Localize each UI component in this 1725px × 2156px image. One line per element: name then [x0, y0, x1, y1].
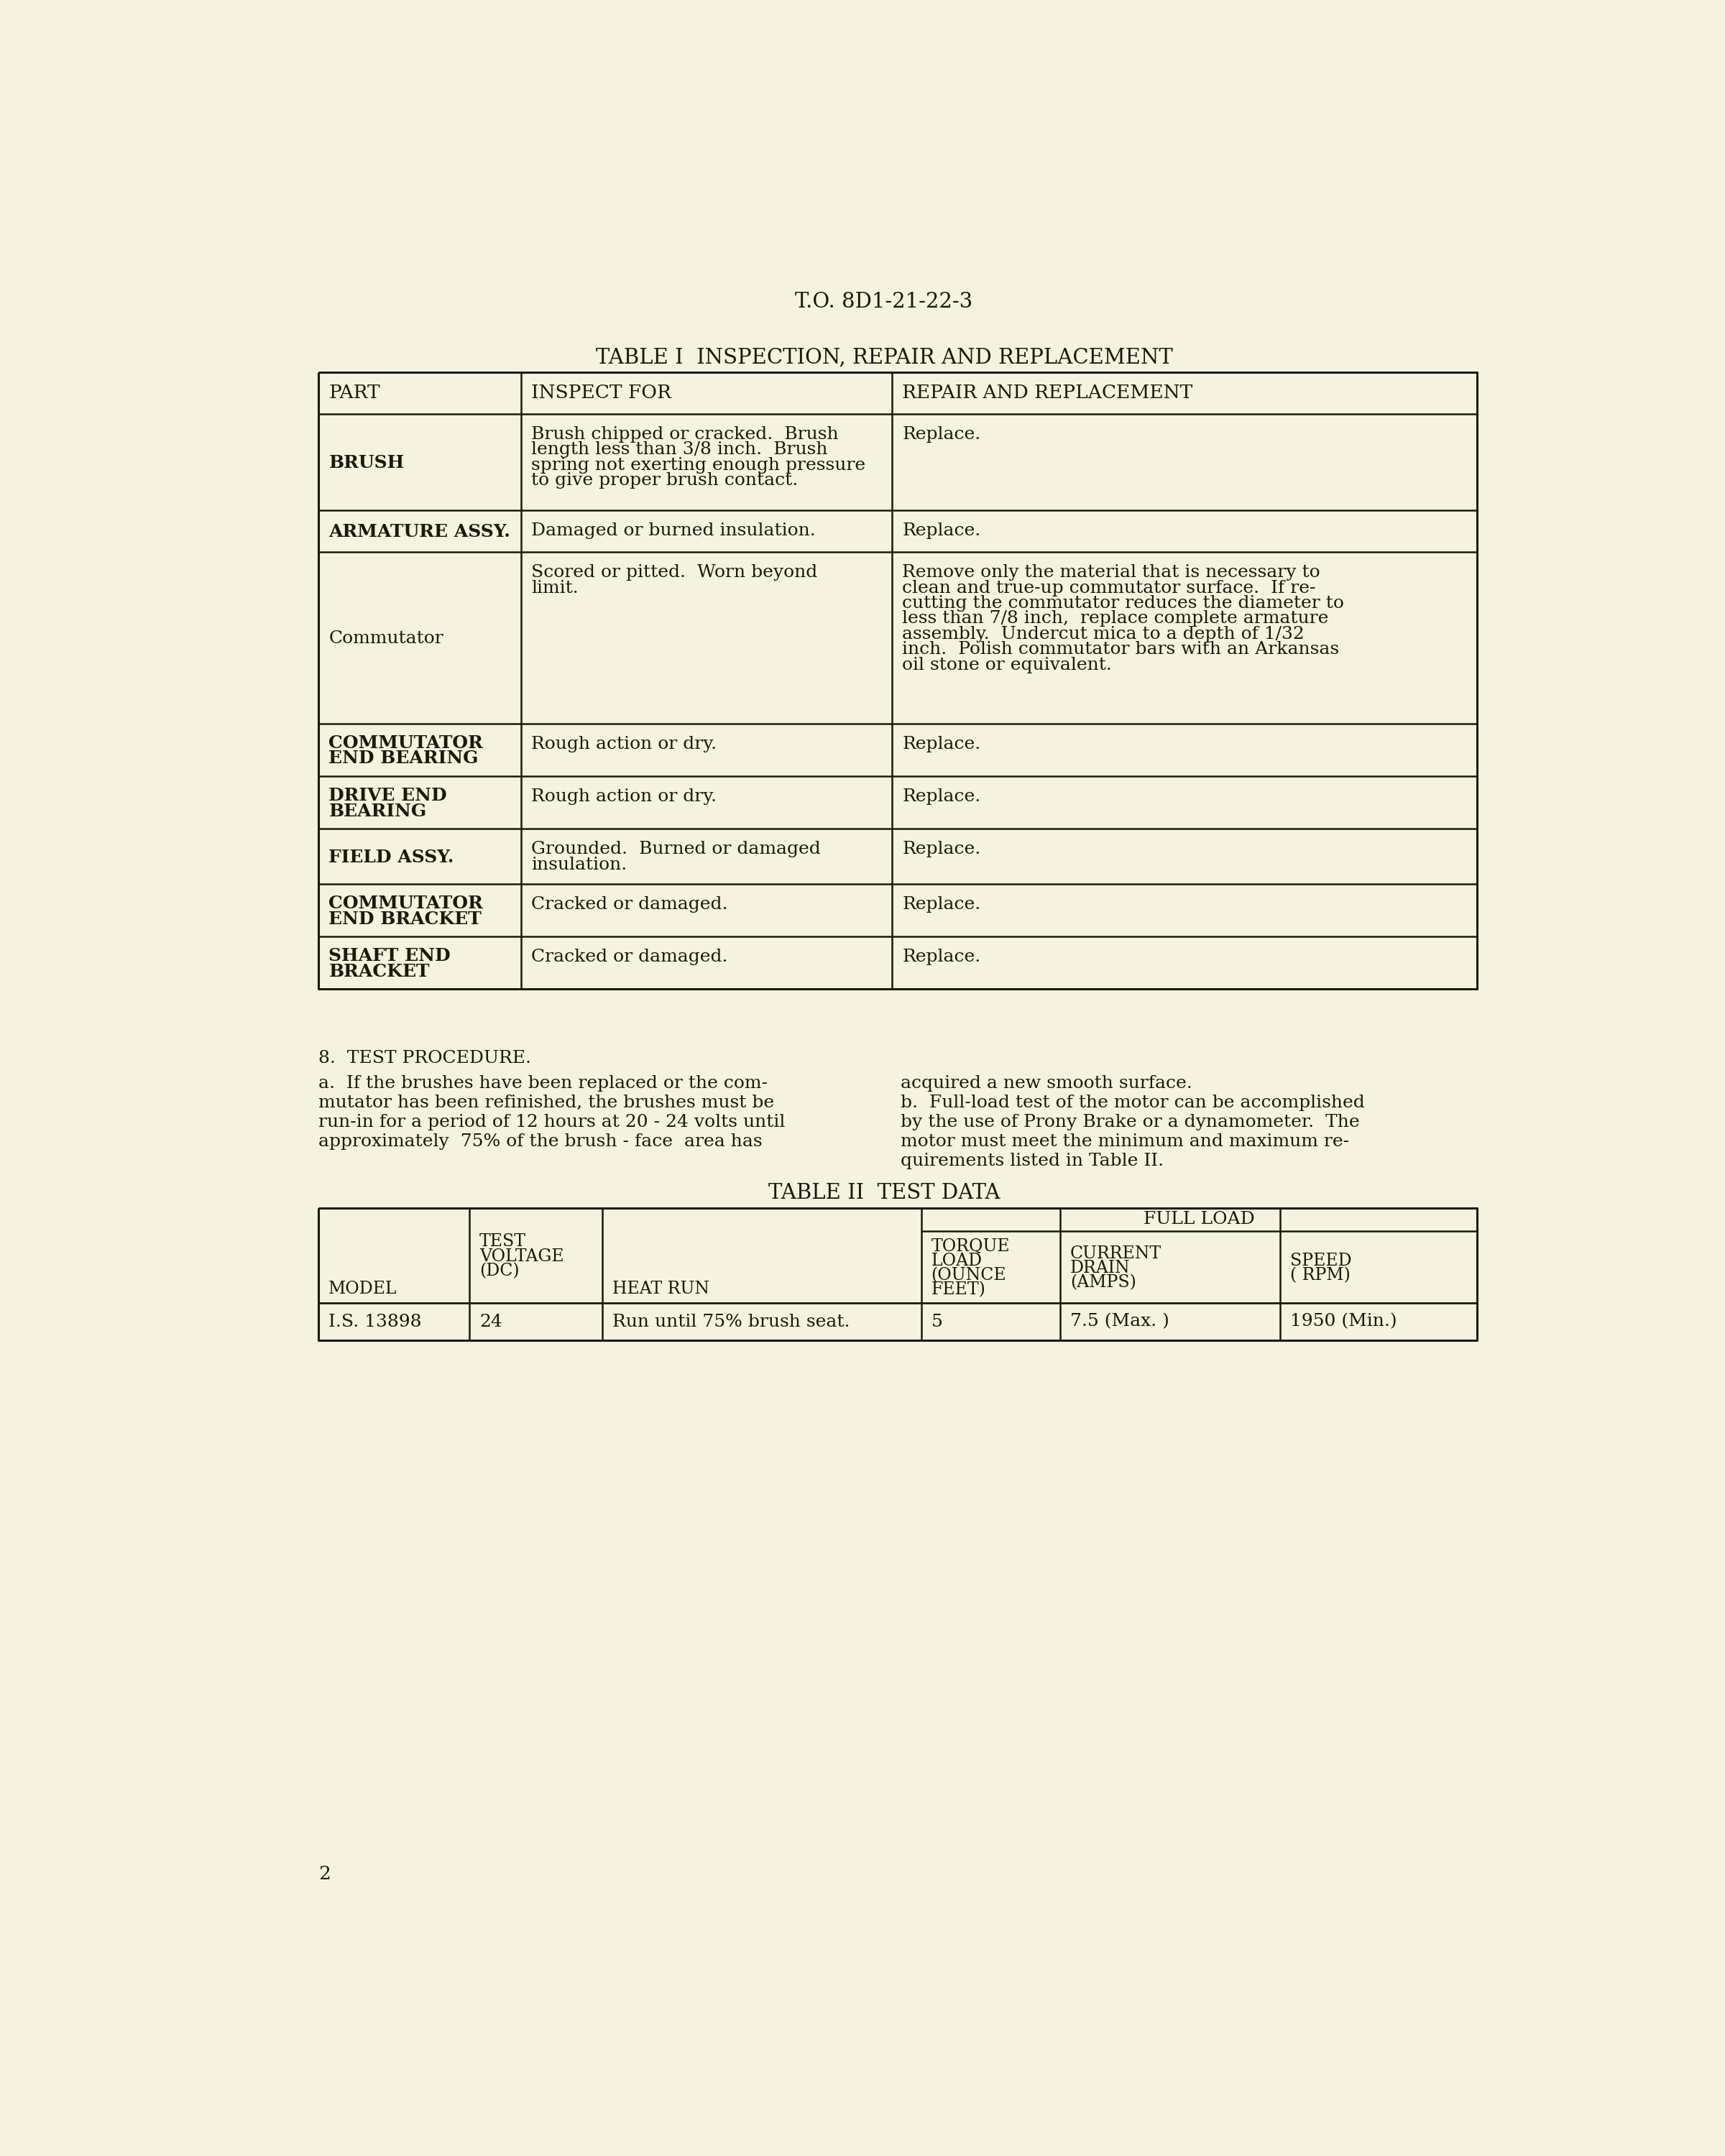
- Text: TABLE I  INSPECTION, REPAIR AND REPLACEMENT: TABLE I INSPECTION, REPAIR AND REPLACEME…: [595, 347, 1173, 367]
- Text: Commutator: Commutator: [329, 630, 443, 647]
- Text: VOLTAGE: VOLTAGE: [480, 1248, 564, 1266]
- Text: 1950 (Min.): 1950 (Min.): [1290, 1313, 1397, 1330]
- Text: BEARING: BEARING: [329, 802, 426, 819]
- Text: TABLE II  TEST DATA: TABLE II TEST DATA: [768, 1184, 1000, 1203]
- Text: FULL LOAD: FULL LOAD: [1144, 1212, 1254, 1227]
- Text: Run until 75% brush seat.: Run until 75% brush seat.: [612, 1313, 850, 1330]
- Text: INSPECT FOR: INSPECT FOR: [531, 384, 671, 401]
- Text: ( RPM): ( RPM): [1290, 1268, 1351, 1283]
- Text: SPEED: SPEED: [1290, 1253, 1352, 1270]
- Text: CURRENT: CURRENT: [1070, 1246, 1161, 1261]
- Text: END BEARING: END BEARING: [329, 750, 478, 768]
- Text: spring not exerting enough pressure: spring not exerting enough pressure: [531, 457, 866, 474]
- Text: by the use of Prony Brake or a dynamometer.  The: by the use of Prony Brake or a dynamomet…: [900, 1115, 1359, 1130]
- Text: mutator has been refinished, the brushes must be: mutator has been refinished, the brushes…: [319, 1095, 775, 1110]
- Text: DRAIN: DRAIN: [1070, 1259, 1130, 1276]
- Text: END BRACKET: END BRACKET: [329, 910, 481, 927]
- Text: less than 7/8 inch,  replace complete armature: less than 7/8 inch, replace complete arm…: [902, 610, 1328, 627]
- Text: Replace.: Replace.: [902, 949, 982, 966]
- Text: REPAIR AND REPLACEMENT: REPAIR AND REPLACEMENT: [902, 384, 1192, 401]
- Text: a.  If the brushes have been replaced or the com-: a. If the brushes have been replaced or …: [319, 1076, 768, 1091]
- Text: approximately  75% of the brush - face  area has: approximately 75% of the brush - face ar…: [319, 1134, 762, 1149]
- Text: quirements listed in Table II.: quirements listed in Table II.: [900, 1153, 1164, 1169]
- Text: acquired a new smooth surface.: acquired a new smooth surface.: [900, 1076, 1192, 1091]
- Text: 5: 5: [932, 1313, 942, 1330]
- Text: TEST: TEST: [480, 1233, 526, 1250]
- Text: ARMATURE ASSY.: ARMATURE ASSY.: [329, 524, 511, 541]
- Text: Replace.: Replace.: [902, 897, 982, 912]
- Text: FEET): FEET): [932, 1281, 985, 1298]
- Text: LOAD: LOAD: [932, 1253, 982, 1270]
- Text: 7.5 (Max. ): 7.5 (Max. ): [1070, 1313, 1170, 1330]
- Text: clean and true-up commutator surface.  If re-: clean and true-up commutator surface. If…: [902, 580, 1316, 597]
- Text: cutting the commutator reduces the diameter to: cutting the commutator reduces the diame…: [902, 595, 1344, 612]
- Text: DRIVE END: DRIVE END: [329, 787, 447, 804]
- Text: Replace.: Replace.: [902, 427, 982, 442]
- Text: Replace.: Replace.: [902, 735, 982, 752]
- Text: (AMPS): (AMPS): [1070, 1274, 1137, 1291]
- Text: Rough action or dry.: Rough action or dry.: [531, 735, 718, 752]
- Text: oil stone or equivalent.: oil stone or equivalent.: [902, 658, 1113, 673]
- Text: COMMUTATOR: COMMUTATOR: [329, 735, 483, 752]
- Text: Scored or pitted.  Worn beyond: Scored or pitted. Worn beyond: [531, 565, 818, 580]
- Text: Remove only the material that is necessary to: Remove only the material that is necessa…: [902, 565, 1320, 580]
- Text: MODEL: MODEL: [329, 1281, 397, 1298]
- Text: SHAFT END: SHAFT END: [329, 946, 450, 964]
- Text: run-in for a period of 12 hours at 20 - 24 volts until: run-in for a period of 12 hours at 20 - …: [319, 1115, 785, 1130]
- Text: Brush chipped or cracked.  Brush: Brush chipped or cracked. Brush: [531, 427, 838, 442]
- Text: Replace.: Replace.: [902, 789, 982, 804]
- Text: 24: 24: [480, 1313, 502, 1330]
- Text: Damaged or burned insulation.: Damaged or burned insulation.: [531, 522, 816, 539]
- Text: insulation.: insulation.: [531, 856, 628, 873]
- Text: Cracked or damaged.: Cracked or damaged.: [531, 897, 728, 912]
- Text: limit.: limit.: [531, 580, 578, 597]
- Text: HEAT RUN: HEAT RUN: [612, 1281, 709, 1298]
- Text: COMMUTATOR: COMMUTATOR: [329, 895, 483, 912]
- Text: (DC): (DC): [480, 1263, 519, 1279]
- Text: T.O. 8D1-21-22-3: T.O. 8D1-21-22-3: [795, 291, 973, 313]
- Text: Grounded.  Burned or damaged: Grounded. Burned or damaged: [531, 841, 821, 858]
- Text: b.  Full-load test of the motor can be accomplished: b. Full-load test of the motor can be ac…: [900, 1095, 1364, 1110]
- Text: inch.  Polish commutator bars with an Arkansas: inch. Polish commutator bars with an Ark…: [902, 640, 1339, 658]
- Text: length less than 3/8 inch.  Brush: length less than 3/8 inch. Brush: [531, 442, 828, 457]
- Text: Rough action or dry.: Rough action or dry.: [531, 789, 718, 804]
- Text: to give proper brush contact.: to give proper brush contact.: [531, 472, 799, 489]
- Text: PART: PART: [329, 384, 380, 401]
- Text: TORQUE: TORQUE: [932, 1238, 1009, 1255]
- Text: BRACKET: BRACKET: [329, 964, 430, 981]
- Text: Replace.: Replace.: [902, 522, 982, 539]
- Text: motor must meet the minimum and maximum re-: motor must meet the minimum and maximum …: [900, 1134, 1349, 1149]
- Text: assembly.  Undercut mica to a depth of 1/32: assembly. Undercut mica to a depth of 1/…: [902, 625, 1304, 642]
- Text: BRUSH: BRUSH: [329, 455, 404, 472]
- Text: (OUNCE: (OUNCE: [932, 1268, 1006, 1283]
- Text: 8.  TEST PROCEDURE.: 8. TEST PROCEDURE.: [319, 1050, 531, 1067]
- Text: 2: 2: [319, 1865, 331, 1882]
- Text: FIELD ASSY.: FIELD ASSY.: [329, 849, 454, 867]
- Text: I.S. 13898: I.S. 13898: [329, 1313, 423, 1330]
- Text: Replace.: Replace.: [902, 841, 982, 858]
- Text: Cracked or damaged.: Cracked or damaged.: [531, 949, 728, 966]
